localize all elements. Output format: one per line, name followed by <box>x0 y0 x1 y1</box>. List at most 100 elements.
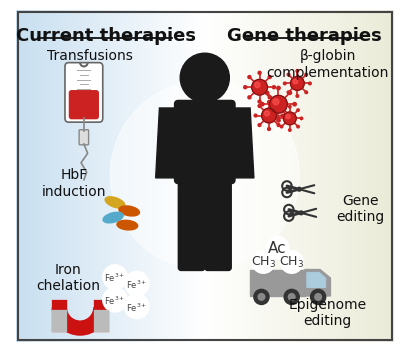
Bar <box>177 10 178 342</box>
Bar <box>142 10 143 342</box>
Circle shape <box>280 125 283 128</box>
Bar <box>113 10 114 342</box>
Bar <box>59 10 60 342</box>
Bar <box>244 10 246 342</box>
Bar <box>72 10 74 342</box>
Bar <box>294 10 296 342</box>
Circle shape <box>254 289 269 304</box>
Bar <box>298 10 299 342</box>
Bar <box>254 10 255 342</box>
Circle shape <box>244 86 247 89</box>
Bar <box>284 10 285 342</box>
Text: Current therapies: Current therapies <box>16 27 196 45</box>
Bar <box>172 10 173 342</box>
Bar <box>109 10 110 342</box>
Bar <box>79 10 80 342</box>
Bar <box>170 10 171 342</box>
Text: β-globin
complementation: β-globin complementation <box>266 49 389 80</box>
Bar <box>250 10 251 342</box>
Bar <box>287 10 288 342</box>
Circle shape <box>254 114 257 117</box>
Bar <box>265 10 266 342</box>
Bar <box>65 10 66 342</box>
Bar <box>335 10 336 342</box>
Bar <box>56 10 58 342</box>
Bar <box>27 10 28 342</box>
Bar <box>43 10 44 342</box>
Bar <box>169 10 170 342</box>
Bar <box>306 10 307 342</box>
Bar <box>149 10 150 342</box>
Circle shape <box>281 114 284 117</box>
Bar <box>199 10 200 342</box>
Circle shape <box>248 96 251 99</box>
Bar <box>222 10 223 342</box>
Bar <box>162 10 163 342</box>
Bar <box>302 10 303 342</box>
Bar <box>278 10 280 342</box>
Bar <box>246 10 247 342</box>
Bar <box>188 10 189 342</box>
Bar <box>359 10 360 342</box>
Circle shape <box>124 294 149 319</box>
Bar <box>238 10 239 342</box>
Bar <box>180 10 181 342</box>
Bar <box>270 10 271 342</box>
Bar <box>130 10 131 342</box>
Bar <box>74 10 75 342</box>
Bar <box>83 10 84 342</box>
Bar <box>40 10 41 342</box>
Bar <box>60 10 61 342</box>
Bar <box>99 10 100 342</box>
Circle shape <box>258 100 261 103</box>
Bar <box>354 10 355 342</box>
Bar <box>257 10 258 342</box>
Bar <box>322 10 323 342</box>
Text: Iron
chelation: Iron chelation <box>36 263 100 293</box>
Bar <box>95 10 96 342</box>
Bar <box>92 10 93 342</box>
Polygon shape <box>156 108 178 178</box>
Bar <box>211 10 212 342</box>
Ellipse shape <box>105 197 125 208</box>
Bar <box>240 10 241 342</box>
Bar <box>97 10 98 342</box>
Bar <box>46 10 47 342</box>
Bar <box>281 10 282 342</box>
Bar <box>276 10 278 342</box>
Bar <box>291 10 292 342</box>
Circle shape <box>277 117 279 120</box>
Bar <box>296 10 297 342</box>
Bar <box>176 10 177 342</box>
Bar <box>315 10 316 342</box>
Bar <box>328 10 330 342</box>
Bar <box>171 10 172 342</box>
Bar <box>237 10 238 342</box>
Bar <box>32 10 33 342</box>
Bar <box>111 10 112 342</box>
Text: Gene
editing: Gene editing <box>336 194 385 224</box>
Bar <box>304 10 305 342</box>
Circle shape <box>252 251 275 273</box>
Circle shape <box>277 124 280 126</box>
Bar <box>150 10 151 342</box>
Circle shape <box>103 265 127 289</box>
Bar <box>35 10 36 342</box>
Bar <box>44 10 45 342</box>
Bar <box>310 10 312 342</box>
Circle shape <box>266 237 289 259</box>
Bar <box>34 10 35 342</box>
Bar <box>45 10 46 342</box>
Bar <box>349 10 350 342</box>
Bar <box>389 10 390 342</box>
Bar <box>108 10 109 342</box>
Bar <box>320 10 321 342</box>
Ellipse shape <box>117 220 138 230</box>
Circle shape <box>293 102 296 106</box>
Bar <box>61 10 62 342</box>
Bar <box>368 10 369 342</box>
Bar <box>290 10 291 342</box>
Circle shape <box>270 95 287 113</box>
Bar <box>179 10 180 342</box>
Bar <box>24 10 25 342</box>
